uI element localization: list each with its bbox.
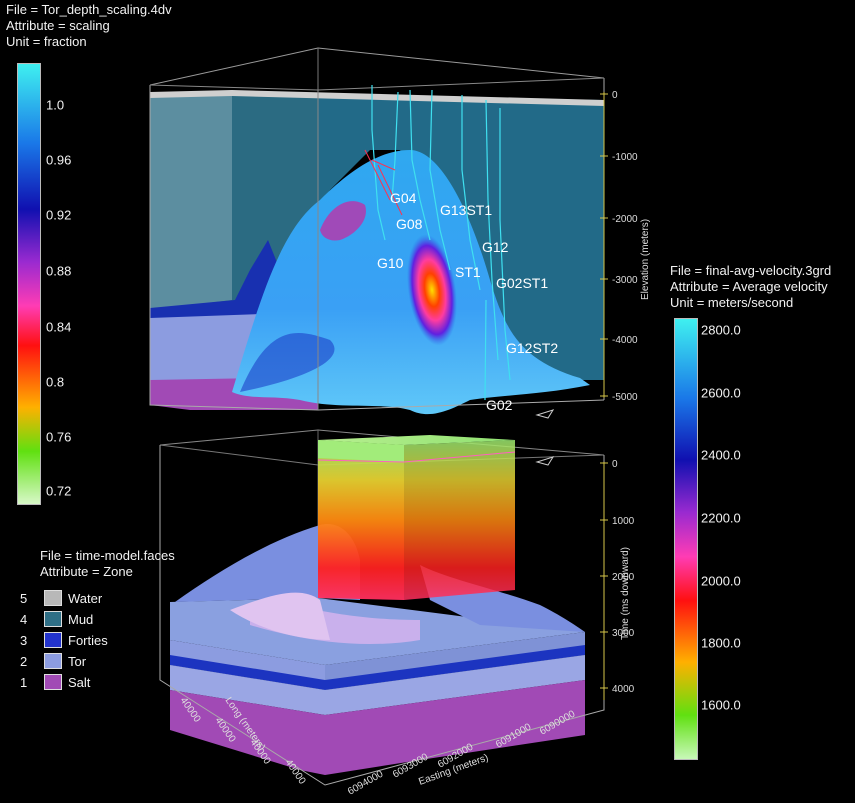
zone-row-mud: 4 Mud	[20, 609, 93, 629]
elev-tick-3: -3000	[612, 275, 638, 286]
depth-scaling-ticks: 1.0 0.96 0.92 0.88 0.84 0.8 0.76 0.72	[46, 63, 106, 503]
elevation-axis-label: Elevation (meters)	[640, 219, 651, 300]
depth-tick: 0.84	[46, 319, 72, 335]
depth-tick: 0.76	[46, 429, 72, 445]
zone-number: 2	[20, 653, 28, 669]
time-tick-2: 2000	[612, 572, 635, 583]
depth-unit-label: Unit = fraction	[6, 34, 87, 49]
zone-swatch	[44, 590, 62, 606]
elev-tick-0: 0	[612, 90, 618, 101]
elev-tick-2: -2000	[612, 214, 638, 225]
zone-label: Water	[68, 590, 103, 606]
well-label-g13st1: G13ST1	[440, 202, 492, 218]
zone-row-forties: 3 Forties	[20, 630, 108, 650]
well-label-g02st1: G02ST1	[496, 275, 548, 291]
time-tick-3: 3000	[612, 628, 635, 639]
velocity-tick: 2200.0	[701, 510, 741, 526]
well-label-g08: G08	[396, 216, 423, 232]
zone-row-tor: 2 Tor	[20, 651, 86, 671]
depth-attribute-label: Attribute = scaling	[6, 18, 110, 33]
zone-swatch	[44, 674, 62, 690]
velocity-tick: 1800.0	[701, 635, 741, 651]
velocity-tick: 2600.0	[701, 385, 741, 401]
velocity-tick: 2400.0	[701, 447, 741, 463]
well-label-g10: G10	[377, 255, 404, 271]
zone-attribute-label: Attribute = Zone	[40, 564, 133, 579]
zone-label: Salt	[68, 674, 91, 690]
zone-file-label: File = time-model.faces	[40, 548, 175, 563]
zone-info: File = time-model.faces Attribute = Zone	[40, 548, 175, 580]
zone-swatch	[44, 632, 62, 648]
velocity-tick: 1600.0	[701, 697, 741, 713]
zone-swatch	[44, 653, 62, 669]
north-arrow-icon	[535, 409, 555, 419]
upper-depth-volume: G04 G08 G13ST1 G12 G10 ST1 G02ST1 G12ST2…	[149, 47, 651, 419]
well-label-g12: G12	[482, 239, 509, 255]
velocity-file-label: File = final-avg-velocity.3grd	[670, 263, 832, 278]
velocity-tick: 2000.0	[701, 573, 741, 589]
elev-tick-1: -1000	[612, 152, 638, 163]
depth-file-label: File = Tor_depth_scaling.4dv	[6, 2, 172, 17]
depth-tick: 0.96	[46, 152, 72, 168]
velocity-info: File = final-avg-velocity.3grd Attribute…	[670, 263, 831, 311]
north-arrow-icon	[535, 456, 555, 466]
depth-tick: 0.88	[46, 263, 72, 279]
lower-time-volume: 0 1000 2000 3000 4000 Time (ms downward)…	[159, 429, 635, 798]
zone-label: Mud	[68, 611, 94, 627]
velocity-tick: 2800.0	[701, 322, 741, 338]
depth-tick: 0.92	[46, 207, 72, 223]
zone-row-salt: 1 Salt	[20, 672, 90, 692]
zone-row-water: 5 Water	[20, 588, 102, 608]
velocity-unit-label: Unit = meters/second	[670, 295, 794, 310]
depth-scaling-colorbar	[17, 63, 41, 505]
zone-swatch	[44, 611, 62, 627]
well-label-g12st2: G12ST2	[506, 340, 558, 356]
velocity-attribute-label: Attribute = Average velocity	[670, 279, 828, 294]
velocity-ticks: 2800.0 2600.0 2400.0 2200.0 2000.0 1800.…	[701, 318, 771, 758]
depth-tick: 0.8	[46, 374, 65, 390]
time-tick-1: 1000	[612, 516, 635, 527]
time-axis-label: Time (ms downward)	[620, 547, 631, 640]
zone-number: 3	[20, 632, 28, 648]
zone-number: 1	[20, 674, 28, 690]
elev-tick-4: -4000	[612, 335, 638, 346]
velocity-colorbar	[674, 318, 698, 760]
time-tick-0: 0	[612, 459, 618, 470]
time-tick-4: 4000	[612, 684, 635, 695]
zone-legend: 5 Water 4 Mud 3 Forties 2 Tor 1 Salt	[20, 588, 160, 694]
easting-tick-0: 6094000	[346, 768, 386, 797]
depth-tick: 0.72	[46, 483, 72, 499]
zone-label: Tor	[68, 653, 87, 669]
well-label-g02: G02	[486, 397, 513, 413]
depth-tick: 1.0	[46, 97, 65, 113]
zone-number: 5	[20, 590, 28, 606]
zone-number: 4	[20, 611, 28, 627]
zone-label: Forties	[68, 632, 108, 648]
depth-scaling-info: File = Tor_depth_scaling.4dv Attribute =…	[6, 2, 172, 50]
well-label-g04: G04	[390, 190, 417, 206]
elev-tick-5: -5000	[612, 392, 638, 403]
well-label-st1: ST1	[455, 264, 481, 280]
